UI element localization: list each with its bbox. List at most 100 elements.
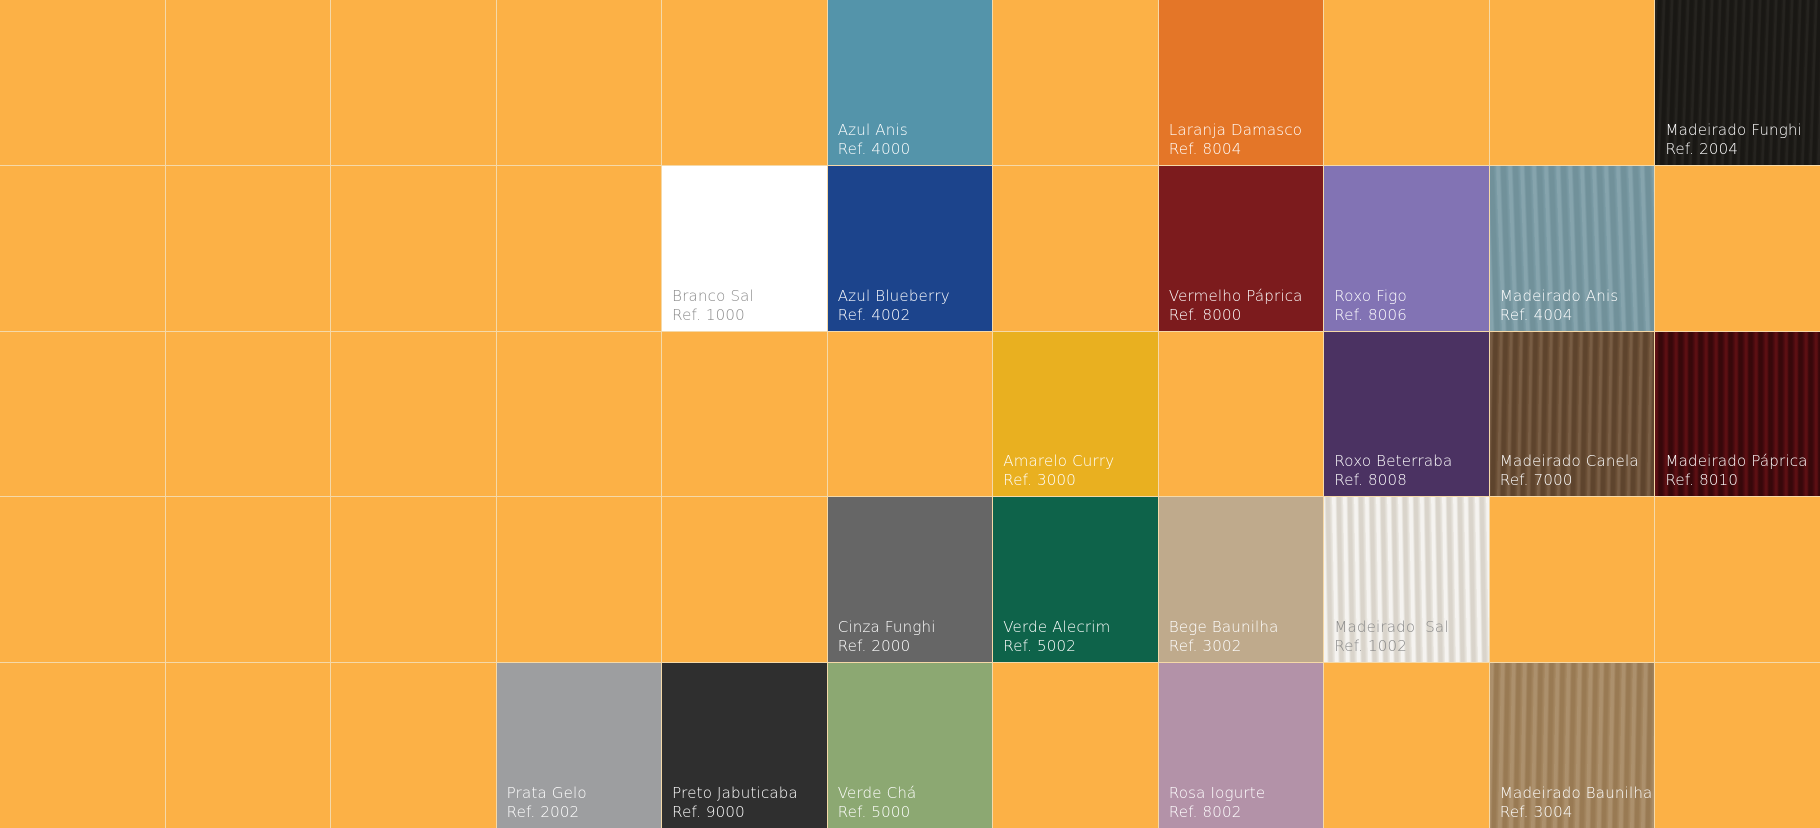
- empty-tile: [0, 0, 165, 165]
- swatch-ref: Ref. 3004: [1499, 803, 1573, 821]
- swatch-ref: Ref. 8000: [1168, 305, 1242, 324]
- empty-tile: [331, 0, 496, 165]
- empty-tile: [165, 663, 331, 828]
- swatch-roxo-figo[interactable]: Roxo Figo Ref. 8006: [1324, 165, 1489, 331]
- empty-tile: [331, 497, 496, 663]
- swatch-label: Prata Gelo Ref. 2002: [507, 784, 587, 822]
- swatch-name: Prata Gelo: [506, 784, 587, 802]
- swatch-madeirado-paprica[interactable]: Madeirado Páprica Ref. 8010: [1655, 331, 1820, 497]
- empty-tile: [1324, 0, 1489, 165]
- swatch-ref: Ref. 1002: [1334, 637, 1408, 656]
- swatch-label: Verde Chá Ref. 5000: [838, 784, 917, 822]
- swatch-name: Madeirado Canela: [1499, 452, 1639, 471]
- swatch-name: Azul Anis: [837, 120, 908, 139]
- swatch-name: Branco Sal: [672, 286, 754, 305]
- swatch-ref: Ref. 4000: [837, 139, 911, 158]
- swatch-name: Laranja Damasco: [1168, 120, 1303, 139]
- swatch-rosa-iogurte[interactable]: Rosa Iogurte Ref. 8002: [1158, 663, 1324, 828]
- swatch-label: Amarelo Curry Ref. 3000: [1003, 452, 1114, 490]
- empty-tile: [1655, 497, 1820, 663]
- swatch-label: Branco Sal Ref. 1000: [672, 287, 754, 325]
- swatch-label: Madeirado Canela Ref. 7000: [1500, 452, 1639, 490]
- swatch-label: Roxo Figo Ref. 8006: [1334, 287, 1407, 325]
- swatch-bege-baunilha[interactable]: Bege Baunilha Ref. 3002: [1158, 497, 1324, 663]
- swatch-ref: Ref. 3000: [1003, 471, 1076, 490]
- swatch-ref: Ref. 2002: [506, 803, 580, 821]
- empty-tile: [1655, 663, 1820, 828]
- swatch-ref: Ref. 5002: [1003, 637, 1076, 656]
- empty-tile: [496, 331, 662, 497]
- swatch-verde-cha[interactable]: Verde Chá Ref. 5000: [827, 663, 993, 828]
- empty-tile: [496, 497, 662, 663]
- swatch-label: Roxo Beterraba Ref. 8008: [1334, 452, 1452, 490]
- swatch-name: Roxo Beterraba: [1334, 452, 1453, 471]
- swatch-amarelo-curry[interactable]: Amarelo Curry Ref. 3000: [993, 331, 1158, 497]
- swatch-roxo-beterraba[interactable]: Roxo Beterraba Ref. 8008: [1324, 331, 1489, 497]
- swatch-madeirado-baunilha[interactable]: Madeirado Baunilha Ref. 3004: [1489, 663, 1655, 828]
- swatch-label: Madeirado Anis Ref. 4004: [1500, 287, 1618, 325]
- empty-tile: [331, 165, 496, 331]
- swatch-name: Azul Blueberry: [837, 286, 950, 305]
- swatch-ref: Ref. 5000: [837, 803, 911, 821]
- swatch-name: Bege Baunilha: [1168, 618, 1279, 637]
- swatch-madeirado-sal[interactable]: Madeirado Sal Ref. 1002: [1324, 497, 1489, 663]
- swatch-label: Azul Anis Ref. 4000: [838, 121, 911, 159]
- swatch-ref: Ref. 1000: [672, 305, 745, 324]
- swatch-label: Cinza Funghi Ref. 2000: [838, 618, 936, 656]
- empty-tile: [662, 497, 827, 663]
- swatch-madeirado-anis[interactable]: Madeirado Anis Ref. 4004: [1489, 165, 1655, 331]
- swatch-name: Verde Alecrim: [1003, 618, 1111, 637]
- empty-tile: [331, 663, 496, 828]
- swatch-branco-sal[interactable]: Branco Sal Ref. 1000: [662, 165, 827, 331]
- swatch-name: Madeirado Funghi: [1665, 120, 1803, 139]
- empty-tile: [993, 0, 1158, 165]
- swatch-ref: Ref. 8004: [1168, 139, 1242, 158]
- swatch-prata-gelo[interactable]: Prata Gelo Ref. 2002: [496, 663, 662, 828]
- swatch-ref: Ref. 8002: [1168, 803, 1242, 821]
- swatch-ref: Ref. 2000: [837, 637, 911, 656]
- empty-tile: [165, 331, 331, 497]
- empty-tile: [993, 663, 1158, 828]
- swatch-ref: Ref. 8010: [1665, 471, 1739, 490]
- swatch-ref: Ref. 4002: [837, 305, 911, 324]
- swatch-label: Preto Jabuticaba Ref. 9000: [672, 784, 798, 822]
- swatch-name: Madeirado Páprica: [1665, 452, 1808, 471]
- swatch-label: Madeirado Funghi Ref. 2004: [1665, 121, 1802, 159]
- empty-tile: [662, 331, 827, 497]
- empty-tile: [1158, 331, 1324, 497]
- swatch-label: Rosa Iogurte Ref. 8002: [1169, 784, 1266, 822]
- empty-tile: [0, 663, 165, 828]
- swatch-cinza-funghi[interactable]: Cinza Funghi Ref. 2000: [827, 497, 993, 663]
- swatch-azul-blueberry[interactable]: Azul Blueberry Ref. 4002: [827, 165, 993, 331]
- swatch-name: Preto Jabuticaba: [672, 784, 798, 802]
- empty-tile: [0, 331, 165, 497]
- empty-tile: [827, 331, 993, 497]
- swatch-vermelho-paprica[interactable]: Vermelho Páprica Ref. 8000: [1158, 165, 1324, 331]
- swatch-label: Azul Blueberry Ref. 4002: [838, 287, 950, 325]
- swatch-name: Amarelo Curry: [1003, 452, 1115, 471]
- empty-tile: [496, 0, 662, 165]
- swatch-azul-anis[interactable]: Azul Anis Ref. 4000: [827, 0, 993, 165]
- swatch-laranja-damasco[interactable]: Laranja Damasco Ref. 8004: [1158, 0, 1324, 165]
- swatch-name: Madeirado Anis: [1499, 286, 1619, 305]
- swatch-name: Roxo Figo: [1334, 286, 1407, 305]
- empty-tile: [496, 165, 662, 331]
- empty-tile: [993, 165, 1158, 331]
- empty-tile: [165, 165, 331, 331]
- swatch-ref: Ref. 2004: [1665, 139, 1739, 158]
- swatch-madeirado-funghi[interactable]: Madeirado Funghi Ref. 2004: [1655, 0, 1820, 165]
- swatch-label: Laranja Damasco Ref. 8004: [1169, 121, 1302, 159]
- swatch-ref: Ref. 8008: [1334, 471, 1408, 490]
- swatch-name: Madeirado Sal: [1334, 618, 1449, 637]
- empty-tile: [1489, 497, 1655, 663]
- swatch-label: Madeirado Sal Ref. 1002: [1334, 618, 1448, 656]
- swatch-verde-alecrim[interactable]: Verde Alecrim Ref. 5002: [993, 497, 1158, 663]
- swatch-ref: Ref. 7000: [1499, 471, 1573, 490]
- swatch-madeirado-canela[interactable]: Madeirado Canela Ref. 7000: [1489, 331, 1655, 497]
- swatch-name: Vermelho Páprica: [1168, 286, 1303, 305]
- swatch-label: Madeirado Páprica Ref. 8010: [1665, 452, 1807, 490]
- swatch-label: Bege Baunilha Ref. 3002: [1169, 618, 1279, 656]
- empty-tile: [165, 497, 331, 663]
- swatch-preto-jabuticaba[interactable]: Preto Jabuticaba Ref. 9000: [662, 663, 827, 828]
